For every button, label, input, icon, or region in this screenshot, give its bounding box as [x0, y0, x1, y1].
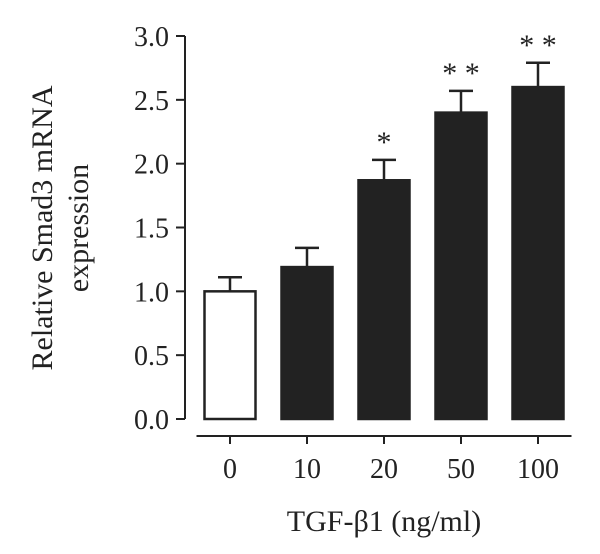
y-tick-label: 2.5 — [134, 86, 169, 117]
significance-label: * — [377, 126, 392, 159]
x-tick-label: 10 — [293, 454, 321, 485]
y-tick-label: 0.0 — [134, 405, 169, 436]
y-tick-label: 3.0 — [134, 22, 169, 53]
significance-label: * * — [519, 29, 557, 62]
y-tick-label: 1.5 — [134, 214, 169, 245]
y-axis-title-line-1: Relative Smad3 mRNA — [26, 85, 59, 370]
y-tick-label: 1.0 — [134, 277, 169, 308]
y-tick-label: 2.0 — [134, 150, 169, 181]
significance-label: * * — [442, 57, 480, 90]
x-tick-label: 0 — [223, 454, 237, 485]
bar — [357, 179, 411, 421]
x-tick-label: 100 — [517, 454, 559, 485]
x-tick-label: 20 — [370, 454, 398, 485]
y-tick-label: 0.5 — [134, 341, 169, 372]
y-axis-title: Relative Smad3 mRNA expression — [26, 85, 95, 370]
y-axis: 0.0 0.5 1.0 1.5 2.0 2.5 3.0 — [134, 22, 186, 436]
bar — [203, 290, 257, 421]
x-axis-title: TGF-β1 (ng/ml) — [287, 505, 481, 538]
bar — [434, 111, 488, 421]
bar — [511, 85, 565, 421]
y-axis-title-line-2: expression — [62, 164, 95, 292]
bars: * * * * * — [203, 29, 565, 421]
x-tick-label: 50 — [447, 454, 475, 485]
x-axis: 0 10 20 50 100 — [196, 435, 572, 485]
bar — [280, 265, 334, 421]
